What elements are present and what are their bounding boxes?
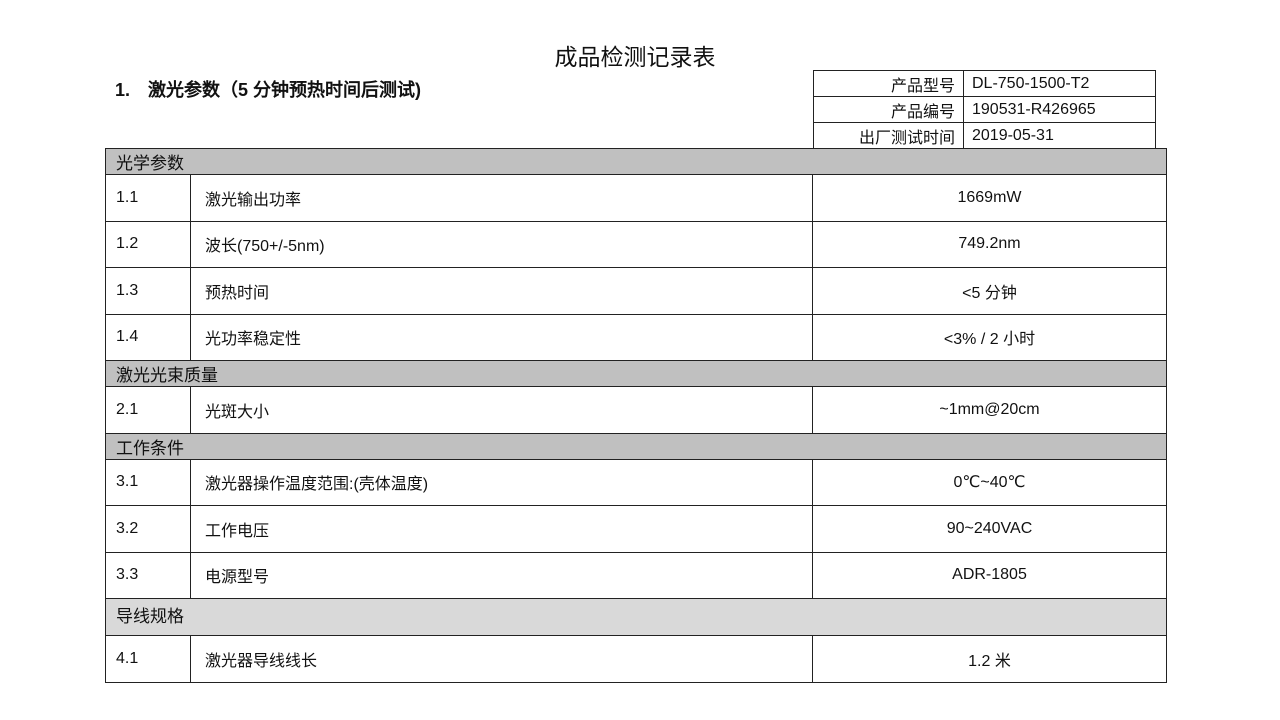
- table-row: 3.2 工作电压 90~240VAC: [105, 505, 1167, 553]
- row-number: 1.2: [105, 220, 191, 268]
- row-item: 工作电压: [190, 505, 813, 553]
- table-row: 4.1 激光器导线线长 1.2 米: [105, 635, 1167, 683]
- document-title: 成品检测记录表: [554, 44, 716, 70]
- row-number: 1.1: [105, 174, 191, 222]
- group-name: 工作条件: [105, 432, 1167, 460]
- row-value: 0℃~40℃: [812, 458, 1167, 506]
- row-item: 光功率稳定性: [190, 313, 813, 361]
- row-item: 激光器导线线长: [190, 635, 813, 683]
- section-number: 1.: [115, 80, 131, 100]
- section-label: 激光参数（5 分钟预热时间后测试): [148, 80, 422, 100]
- row-item: 波长(750+/-5nm): [190, 220, 813, 268]
- group-header: 激光光束质量: [105, 360, 1167, 387]
- product-info-table: 产品型号 DL-750-1500-T2 产品编号 190531-R426965 出厂…: [813, 70, 1156, 149]
- row-item: 电源型号: [190, 551, 813, 599]
- info-value: 190531-R426965: [963, 96, 1156, 123]
- group-header: 光学参数: [105, 148, 1167, 175]
- table-row: 3.3 电源型号 ADR-1805: [105, 551, 1167, 599]
- row-value: 1.2 米: [812, 635, 1167, 683]
- row-item: 预热时间: [190, 267, 813, 315]
- group-header: 导线规格: [105, 598, 1167, 636]
- row-value: ADR-1805: [812, 551, 1167, 599]
- row-value: <5 分钟: [812, 267, 1167, 315]
- info-key: 产品编号: [813, 96, 964, 123]
- row-number: 1.3: [105, 267, 191, 315]
- row-value: ~1mm@20cm: [812, 386, 1167, 434]
- info-value: DL-750-1500-T2: [963, 70, 1156, 97]
- table-row: 1.3 预热时间 <5 分钟: [105, 267, 1167, 315]
- group-name: 激光光束质量: [105, 360, 1167, 387]
- row-number: 3.3: [105, 551, 191, 599]
- row-item: 激光输出功率: [190, 174, 813, 222]
- info-value: 2019-05-31: [963, 122, 1156, 149]
- row-item: 激光器操作温度范围:(壳体温度): [190, 458, 813, 506]
- row-value: 90~240VAC: [812, 505, 1167, 553]
- info-key: 出厂测试时间: [813, 122, 964, 149]
- row-number: 4.1: [105, 635, 191, 683]
- row-item: 光斑大小: [190, 386, 813, 434]
- table-row: 1.4 光功率稳定性 <3% / 2 小时: [105, 313, 1167, 361]
- table-row: 3.1 激光器操作温度范围:(壳体温度) 0℃~40℃: [105, 458, 1167, 506]
- group-name: 导线规格: [105, 598, 1167, 636]
- group-header: 工作条件: [105, 432, 1167, 460]
- row-number: 2.1: [105, 386, 191, 434]
- row-number: 1.4: [105, 313, 191, 361]
- row-value: 749.2nm: [812, 220, 1167, 268]
- info-row: 产品型号 DL-750-1500-T2: [813, 70, 1156, 97]
- group-name: 光学参数: [105, 148, 1167, 175]
- row-number: 3.2: [105, 505, 191, 553]
- info-row: 出厂测试时间 2019-05-31: [813, 122, 1156, 149]
- table-row: 2.1 光斑大小 ~1mm@20cm: [105, 386, 1167, 434]
- test-record-table: 光学参数 1.1 激光输出功率 1669mW 1.2 波长(750+/-5nm) 749.2…: [105, 148, 1167, 683]
- row-value: <3% / 2 小时: [812, 313, 1167, 361]
- info-key: 产品型号: [813, 70, 964, 97]
- info-row: 产品编号 190531-R426965: [813, 96, 1156, 123]
- table-row: 1.1 激光输出功率 1669mW: [105, 174, 1167, 222]
- row-number: 3.1: [105, 458, 191, 506]
- row-value: 1669mW: [812, 174, 1167, 222]
- section-heading: 1. 激光参数（5 分钟预热时间后测试): [115, 76, 421, 102]
- table-row: 1.2 波长(750+/-5nm) 749.2nm: [105, 220, 1167, 268]
